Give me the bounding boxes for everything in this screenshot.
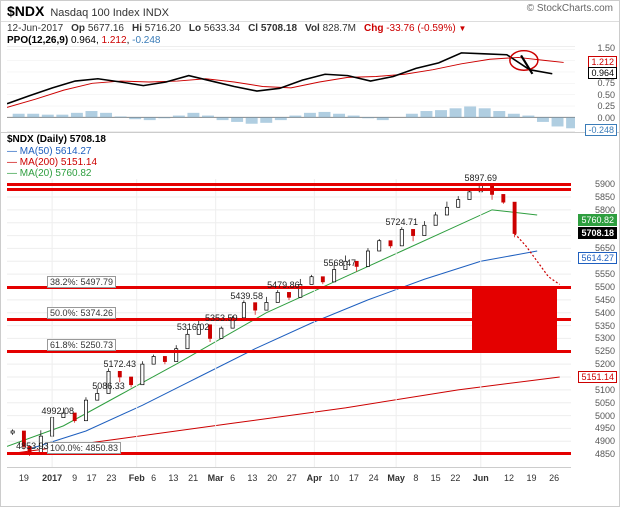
chart-date: 12-Jun-2017 — [7, 23, 63, 34]
ppo-label: PPO(12,26,9) — [7, 35, 68, 46]
high-val: 5716.20 — [145, 23, 181, 34]
change-val: Chg -33.76 (-0.59%) ▼ — [364, 23, 466, 34]
low-val: 5633.34 — [204, 23, 240, 34]
ticker-symbol: $NDX — [7, 3, 44, 19]
stock-chart: $NDX Nasdaq 100 Index INDX © StockCharts… — [0, 0, 620, 507]
ohlc-row: 12-Jun-2017 Op 5677.16 Hi 5716.20 Lo 563… — [1, 22, 619, 35]
ppo-panel: 1.501.251.000.750.500.250.001.2120.964-0… — [1, 46, 619, 132]
credit-text: © StockCharts.com — [527, 3, 613, 14]
ppo-v1: 0.964 — [71, 35, 96, 46]
open-val: 5677.16 — [88, 23, 124, 34]
chart-header: $NDX Nasdaq 100 Index INDX © StockCharts… — [1, 1, 619, 22]
vol-val: 828.7M — [323, 23, 356, 34]
ppo-v3: -0.248 — [132, 35, 160, 46]
ppo-legend: PPO(12,26,9) 0.964, 1.212, -0.248 — [1, 35, 619, 46]
ppo-v2: 1.212 — [102, 35, 127, 46]
x-axis: 19201791723Feb61321Mar6132027Apr101724Ma… — [7, 467, 571, 483]
ticker-desc: Nasdaq 100 Index INDX — [50, 7, 169, 19]
close-val: 5708.18 — [261, 23, 297, 34]
price-panel: 38.2%: 5497.7950.0%: 5374.2661.8%: 5250.… — [1, 139, 619, 483]
